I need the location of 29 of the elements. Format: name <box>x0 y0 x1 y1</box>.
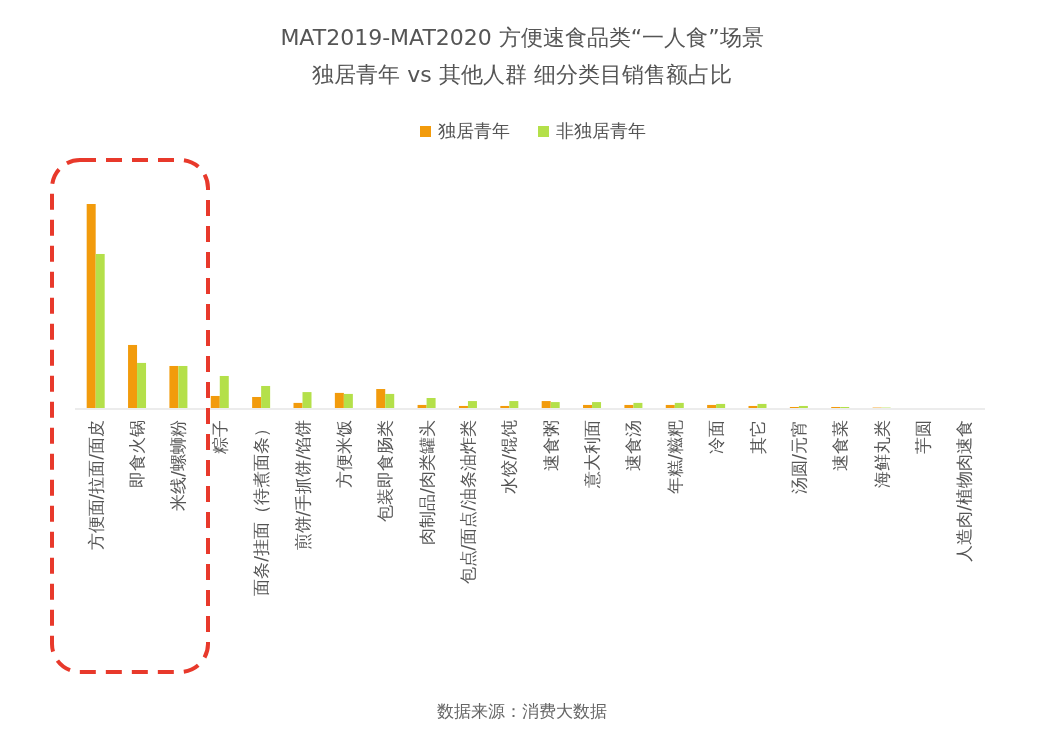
x-tick-label: 包装即食肠类 <box>375 420 396 522</box>
chart-subtitle: 独居青年 vs 其他人群 细分类目销售额占比 <box>312 62 732 87</box>
x-tick-label: 速食汤 <box>623 420 644 471</box>
x-tick-label: 意大利面 <box>582 420 603 489</box>
legend-label: 非独居青年 <box>556 120 646 141</box>
x-tick-label: 海鲜丸类 <box>871 420 892 488</box>
x-tick-label: 即食火锅 <box>127 420 148 488</box>
x-tick-label: 速食菜 <box>830 420 851 471</box>
x-tick-label: 水饺/馄饨 <box>499 420 520 494</box>
legend-label: 独居青年 <box>438 120 510 141</box>
x-tick-label: 煎饼/手抓饼/馅饼 <box>292 420 313 551</box>
x-tick-label: 粽子 <box>209 420 230 454</box>
x-tick-label: 面条/挂面（待煮面条） <box>251 420 272 596</box>
chart-title: MAT2019-MAT2020 方便速食品类“一人食”场景 <box>280 25 764 50</box>
x-tick-label: 方便面/拉面/面皮 <box>85 420 106 551</box>
x-tick-label: 汤圆/元宵 <box>788 420 809 494</box>
x-tick-label: 其它 <box>747 420 768 454</box>
x-tick-label: 速食粥 <box>540 420 561 471</box>
x-tick-label: 方便米饭 <box>333 420 354 488</box>
x-tick-label: 年糕/糍粑 <box>664 420 685 494</box>
x-tick-label: 米线/螺蛳粉 <box>168 420 189 511</box>
x-tick-label: 冷面 <box>706 420 727 454</box>
legend-非独居青年: 非独居青年 <box>538 120 646 141</box>
x-tick-label: 包点/面点/油条油炸类 <box>457 420 478 585</box>
source-note: 数据来源：消费大数据 <box>437 701 607 721</box>
x-tick-label: 人造肉/植物肉速食 <box>954 420 975 562</box>
legend-独居青年: 独居青年 <box>420 120 510 141</box>
x-tick-label: 肉制品/肉类罐头 <box>416 420 437 545</box>
x-tick-label: 芋圆 <box>912 420 933 454</box>
